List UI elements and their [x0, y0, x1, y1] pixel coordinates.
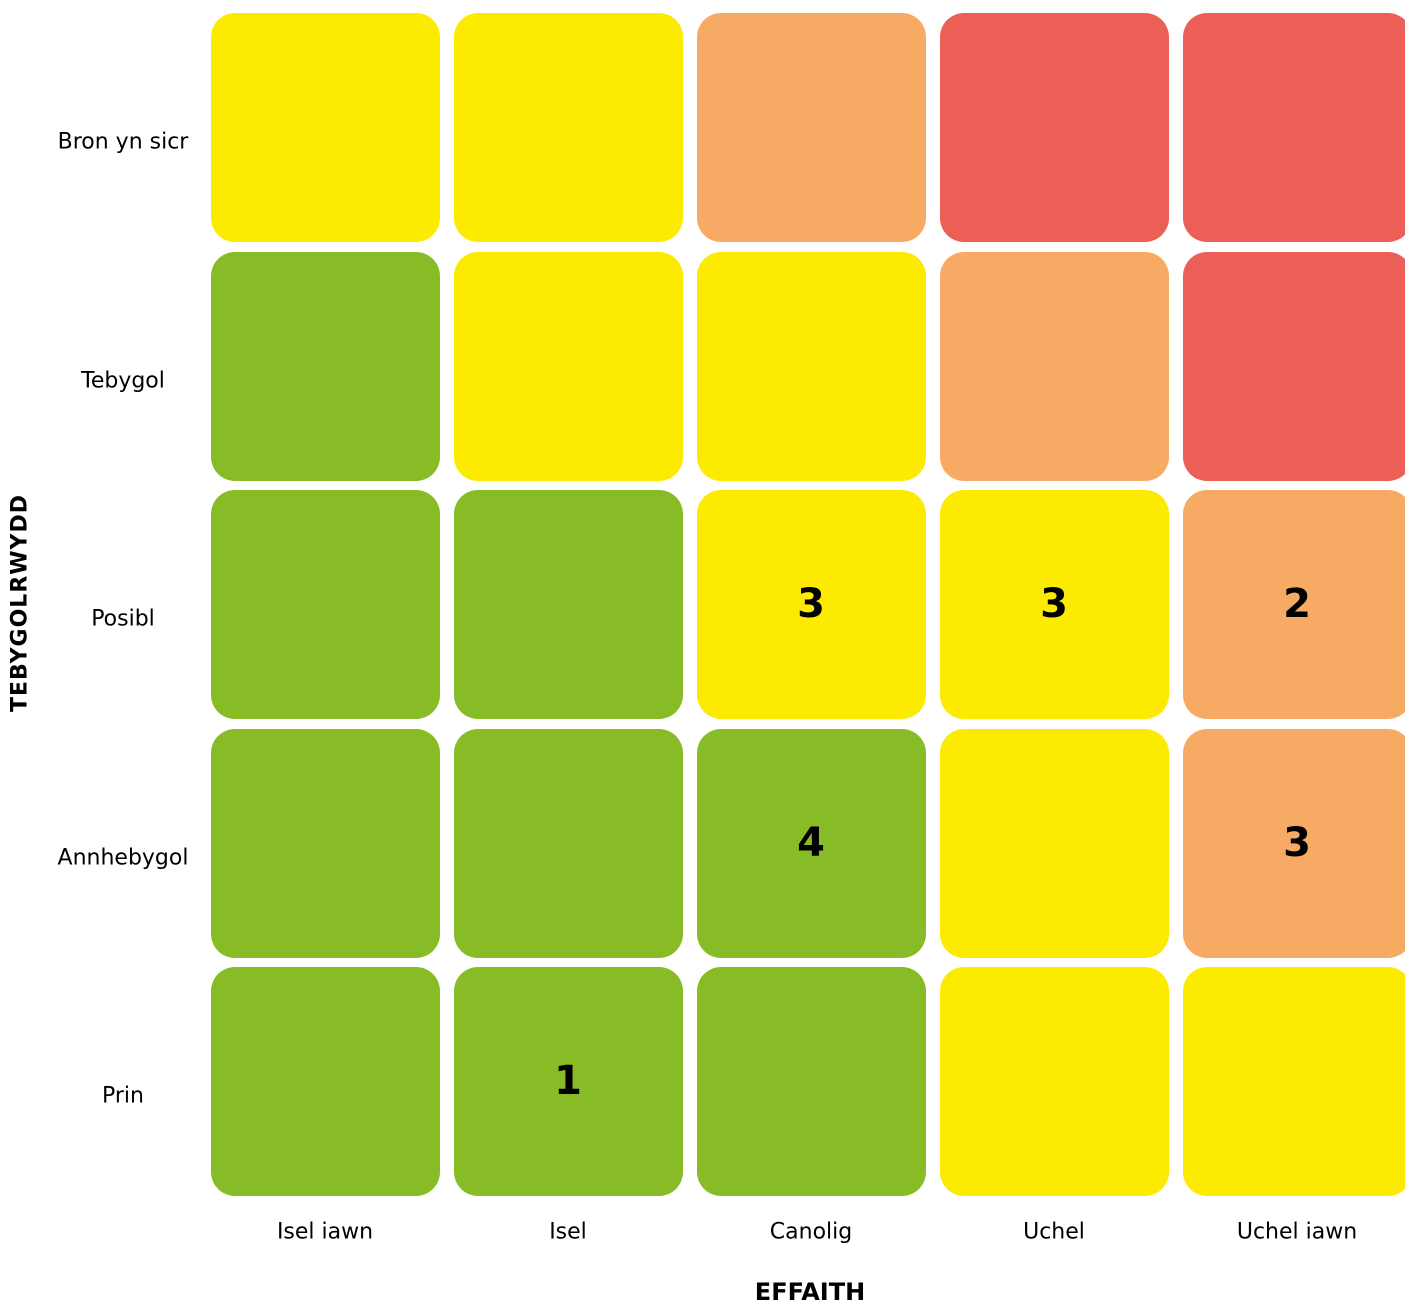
matrix-cell: [940, 967, 1169, 1196]
matrix-cell: [940, 252, 1169, 481]
matrix-cell: [211, 13, 440, 242]
matrix-cell: 3: [1183, 729, 1405, 958]
matrix-cell: [697, 13, 926, 242]
y-tick-label: Tebygol: [81, 369, 165, 394]
matrix-cell: [1183, 13, 1405, 242]
matrix-cell: 1: [454, 967, 683, 1196]
matrix-cell: [697, 967, 926, 1196]
matrix-cell: [211, 967, 440, 1196]
matrix-cell: [940, 13, 1169, 242]
matrix-cell: [454, 729, 683, 958]
y-tick-label: Prin: [102, 1084, 144, 1109]
matrix-cell: [211, 490, 440, 719]
matrix-cell: [1183, 967, 1405, 1196]
x-tick-label: Uchel iawn: [1237, 1220, 1357, 1245]
matrix-cell: [1183, 252, 1405, 481]
x-tick-label: Uchel: [1023, 1220, 1085, 1245]
y-tick-label: Bron yn sicr: [58, 130, 189, 155]
x-tick-label: Canolig: [770, 1220, 852, 1245]
y-axis-title: TEBYGOLRWYDD: [8, 494, 33, 712]
x-tick-label: Isel iawn: [277, 1220, 373, 1245]
matrix-cell: [211, 729, 440, 958]
matrix-cell: [454, 490, 683, 719]
matrix-cell: 4: [697, 729, 926, 958]
y-tick-label: Annhebygol: [58, 846, 189, 871]
matrix-cell: 2: [1183, 490, 1405, 719]
matrix-cell: 3: [697, 490, 926, 719]
matrix-cell: 3: [940, 490, 1169, 719]
matrix-cell: [454, 13, 683, 242]
matrix-cell: [454, 252, 683, 481]
matrix-cell: [211, 252, 440, 481]
x-axis-title: EFFAITH: [755, 1278, 865, 1306]
matrix-cell: [697, 252, 926, 481]
matrix-cell: [940, 729, 1169, 958]
y-tick-label: Posibl: [91, 607, 155, 632]
x-tick-label: Isel: [549, 1220, 587, 1245]
